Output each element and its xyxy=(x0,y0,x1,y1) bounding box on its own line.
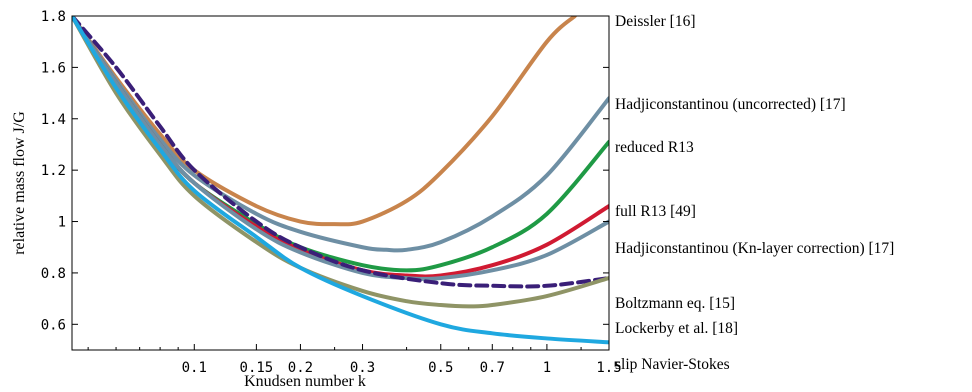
y-tick-label: 1.8 xyxy=(41,9,66,25)
series-line-2 xyxy=(72,16,609,253)
y-tick-label: 1 xyxy=(58,215,66,231)
series-line-8 xyxy=(72,16,609,345)
y-tick-label: 1.4 xyxy=(41,112,66,128)
plot-frame xyxy=(71,15,610,351)
legend-label-6: Boltzmann eq. [15] xyxy=(615,295,735,312)
y-tick-label: 1.6 xyxy=(41,60,66,76)
x-tick-label: 0.2 xyxy=(288,360,313,376)
series-line-7 xyxy=(72,16,609,309)
legend-label-7: Lockerby et al. [18] xyxy=(615,320,738,337)
series-line-1 xyxy=(72,16,577,227)
y-axis-title: relative mass flow J/G xyxy=(11,111,28,255)
x-tick-label: 0.15 xyxy=(240,360,274,376)
x-tick-label: 0.5 xyxy=(428,360,453,376)
x-tick-label: 0.1 xyxy=(182,360,207,376)
legend-layer: Deissler [16] Hadjiconstantinou (uncorrec… xyxy=(615,13,894,373)
x-tick-label: 0.3 xyxy=(350,360,375,376)
legend-label-2: Hadjiconstantinou (uncorrected) [17] xyxy=(615,96,846,113)
legend-label-3: reduced R13 xyxy=(615,139,694,156)
legend-label-5: Hadjiconstantinou (Kn-layer correction) … xyxy=(615,240,894,257)
series-layer xyxy=(72,16,609,345)
x-axis-title: Knudsen number k xyxy=(244,373,366,390)
legend-label-4: full R13 [49] xyxy=(615,203,696,220)
legend-label-1: Deissler [16] xyxy=(615,13,696,30)
y-tick-label: 0.8 xyxy=(41,266,66,282)
y-tick-label: 0.6 xyxy=(41,317,66,333)
legend-label-8: slip Navier-Stokes xyxy=(615,356,730,373)
x-tick-label: 1 xyxy=(543,360,551,376)
y-tick-label: 1.2 xyxy=(41,163,66,179)
x-tick-label: 0.7 xyxy=(480,360,505,376)
series-line-5 xyxy=(72,16,609,281)
x-tick-label: 1.5 xyxy=(596,360,621,376)
tick-layer: 0.6 0.8 1 1.2 1.4 1.6 1.8 0.1 0.15 0.2 0.3 0.5 0.7 1 1… xyxy=(41,9,622,376)
series-line-6 xyxy=(72,16,609,289)
